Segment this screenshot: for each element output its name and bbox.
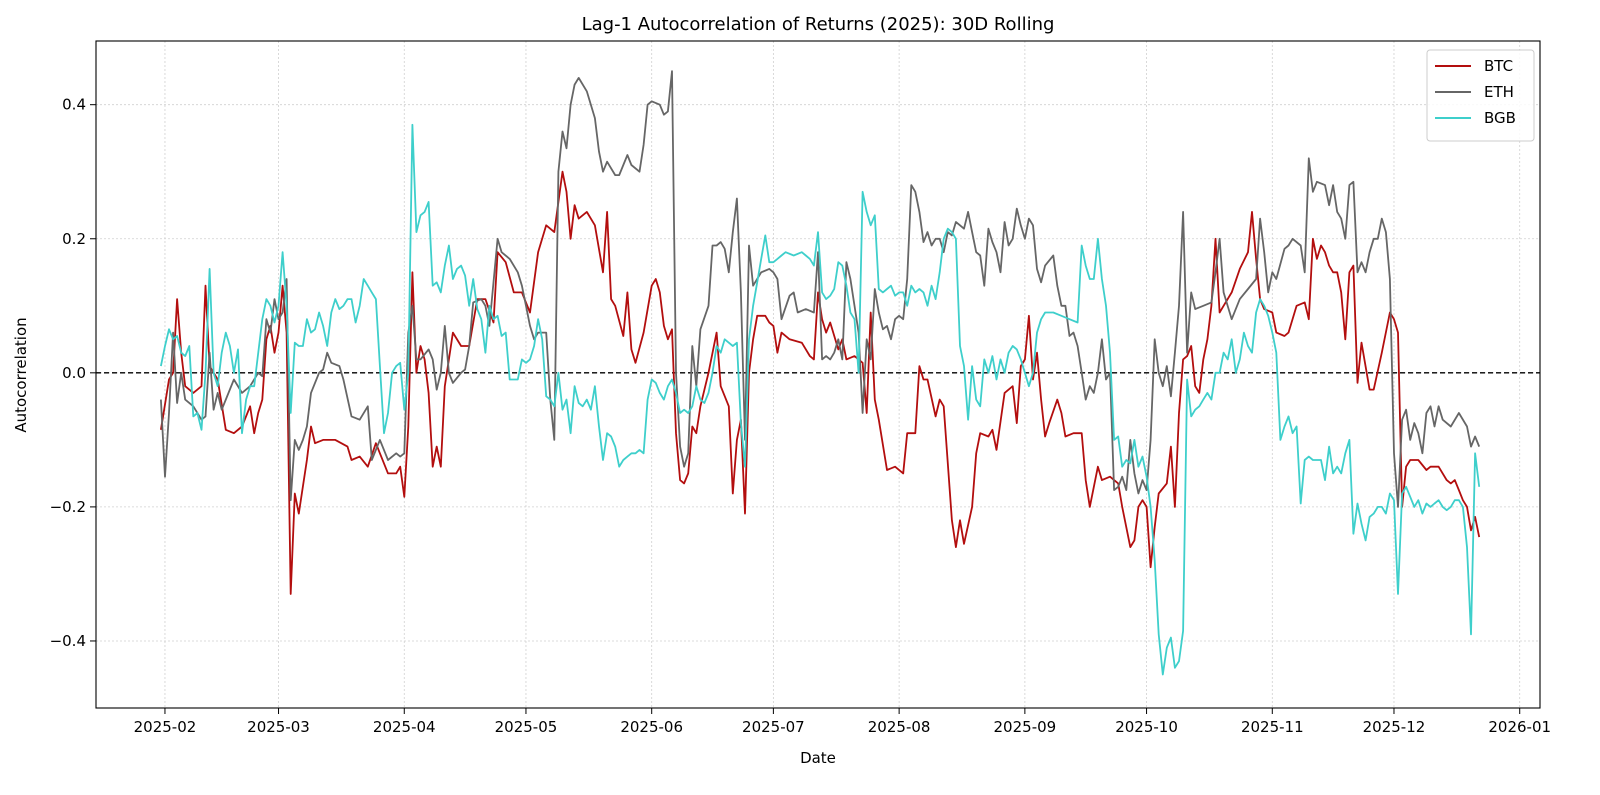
y-tick-label: 0.2	[62, 230, 86, 248]
y-tick-label: −0.4	[50, 632, 86, 650]
x-tick-label: 2025-04	[373, 718, 436, 736]
y-axis-label: Autocorrelation	[12, 317, 30, 432]
legend-label-eth: ETH	[1484, 83, 1514, 101]
y-tick-label: −0.2	[50, 498, 86, 516]
x-tick-label: 2026-01	[1488, 718, 1551, 736]
x-tick-label: 2025-07	[742, 718, 805, 736]
series-line-bgb	[160, 123, 1481, 676]
y-axis-ticks: −0.4 −0.2 0.0 0.2 0.4	[50, 96, 96, 650]
x-tick-label: 2025-06	[620, 718, 683, 736]
legend-label-bgb: BGB	[1484, 109, 1516, 127]
x-tick-label: 2025-02	[134, 718, 197, 736]
x-tick-label: 2025-03	[247, 718, 310, 736]
x-tick-label: 2025-11	[1241, 718, 1304, 736]
grid	[96, 41, 1540, 708]
plot-frame	[95, 40, 1541, 709]
x-tick-label: 2025-12	[1363, 718, 1426, 736]
chart-title: Lag-1 Autocorrelation of Returns (2025):…	[582, 14, 1055, 35]
x-tick-label: 2025-09	[994, 718, 1057, 736]
x-tick-label: 2025-05	[495, 718, 558, 736]
y-tick-label: 0.4	[62, 96, 86, 114]
legend-label-btc: BTC	[1484, 57, 1513, 75]
x-axis-ticks: 2025-02 2025-03 2025-04 2025-05 2025-06 2025-…	[134, 708, 1551, 736]
legend-box	[1426, 49, 1535, 142]
series-lines	[160, 70, 1481, 676]
y-tick-label: 0.0	[62, 364, 86, 382]
x-tick-label: 2025-08	[868, 718, 931, 736]
series-line-eth	[160, 70, 1481, 508]
legend: BTC ETH BGB	[1426, 49, 1535, 142]
x-axis-label: Date	[800, 749, 836, 767]
series-line-btc	[160, 170, 1481, 595]
x-tick-label: 2025-10	[1115, 718, 1178, 736]
